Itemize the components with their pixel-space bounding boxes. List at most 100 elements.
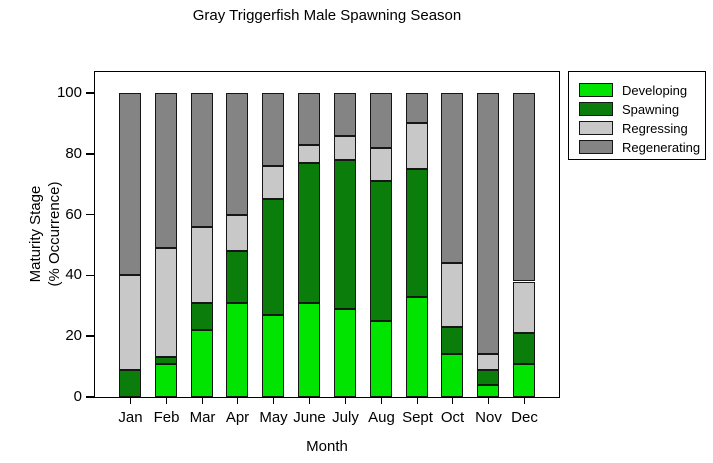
bar-may-regenerating bbox=[262, 93, 284, 166]
bar-oct-spawning bbox=[441, 327, 463, 355]
bar-nov-regenerating bbox=[477, 93, 499, 355]
bar-sept-regressing bbox=[406, 123, 428, 169]
x-tick-label-oct: Oct bbox=[440, 408, 465, 426]
bar-oct-regenerating bbox=[441, 93, 463, 264]
x-tick-label-nov: Nov bbox=[475, 408, 502, 426]
bar-may-developing bbox=[262, 314, 284, 397]
x-tick-aug bbox=[380, 397, 383, 404]
legend-item-regressing: Regressing bbox=[579, 119, 705, 137]
chart-title: Gray Triggerfish Male Spawning Season bbox=[192, 7, 462, 24]
bar-feb-regressing bbox=[155, 248, 177, 358]
y-tick-100 bbox=[86, 92, 94, 94]
bar-jan-regenerating bbox=[119, 93, 141, 276]
legend-item-spawning: Spawning bbox=[579, 100, 705, 118]
y-tick-label-60: 60 bbox=[65, 205, 82, 223]
x-tick-nov bbox=[487, 397, 490, 404]
bar-aug-spawning bbox=[370, 181, 392, 321]
bar-apr-regenerating bbox=[226, 93, 248, 215]
legend-label-developing: Developing bbox=[622, 82, 688, 98]
bar-oct-developing bbox=[441, 354, 463, 397]
x-tick-label-apr: Apr bbox=[225, 408, 250, 426]
legend-item-regenerating: Regenerating bbox=[579, 138, 705, 156]
x-tick-june bbox=[308, 397, 311, 404]
y-tick-60 bbox=[86, 213, 94, 216]
bar-sept-spawning bbox=[406, 169, 428, 297]
bar-nov-regressing bbox=[477, 354, 499, 370]
bar-aug-regressing bbox=[370, 147, 392, 182]
bar-mar-regressing bbox=[191, 226, 213, 303]
bar-nov-developing bbox=[477, 384, 499, 397]
bar-apr-regressing bbox=[226, 214, 248, 252]
bar-jan-spawning bbox=[119, 369, 141, 397]
bar-sept-regenerating bbox=[406, 93, 428, 124]
bar-mar-regenerating bbox=[191, 93, 213, 227]
bar-feb-spawning bbox=[155, 357, 177, 364]
y-tick-40 bbox=[86, 274, 94, 277]
bar-june-spawning bbox=[298, 162, 320, 303]
x-tick-label-dec: Dec bbox=[511, 408, 538, 426]
x-tick-label-may: May bbox=[259, 408, 288, 426]
bar-may-spawning bbox=[262, 199, 284, 315]
legend-swatch-spawning bbox=[579, 102, 613, 116]
x-axis-title: Month bbox=[306, 438, 348, 455]
x-tick-jan bbox=[129, 397, 132, 404]
bar-sept-developing bbox=[406, 296, 428, 397]
x-tick-label-july: July bbox=[332, 408, 359, 426]
legend-label-spawning: Spawning bbox=[622, 101, 680, 117]
x-tick-label-aug: Aug bbox=[368, 408, 395, 426]
x-tick-apr bbox=[236, 397, 239, 404]
y-tick-label-80: 80 bbox=[65, 144, 82, 162]
x-tick-label-mar: Mar bbox=[189, 408, 216, 426]
x-tick-july bbox=[344, 397, 347, 404]
bar-july-regenerating bbox=[334, 93, 356, 136]
bar-july-regressing bbox=[334, 135, 356, 160]
legend-label-regenerating: Regenerating bbox=[622, 139, 701, 155]
y-tick-80 bbox=[86, 153, 94, 155]
y-tick-label-100: 100 bbox=[56, 84, 82, 101]
x-tick-label-sept: Sept bbox=[402, 408, 433, 426]
bar-aug-regenerating bbox=[370, 93, 392, 148]
x-tick-feb bbox=[165, 397, 168, 404]
bar-dec-regenerating bbox=[513, 93, 535, 282]
y-tick-label-20: 20 bbox=[65, 327, 82, 345]
x-tick-dec bbox=[523, 397, 526, 404]
y-tick-label-0: 0 bbox=[73, 388, 82, 405]
bar-june-regressing bbox=[298, 144, 320, 163]
bar-oct-regressing bbox=[441, 263, 463, 328]
legend: Developing Spawning Regressing Regenerating bbox=[568, 71, 706, 160]
bar-dec-developing bbox=[513, 363, 535, 397]
bar-may-regressing bbox=[262, 165, 284, 200]
x-tick-mar bbox=[201, 397, 204, 404]
x-tick-label-feb: Feb bbox=[153, 408, 180, 426]
bar-aug-developing bbox=[370, 321, 392, 397]
bar-apr-spawning bbox=[226, 251, 248, 303]
bar-july-developing bbox=[334, 308, 356, 397]
x-tick-may bbox=[272, 397, 275, 404]
legend-swatch-regenerating bbox=[579, 140, 613, 154]
bar-july-spawning bbox=[334, 159, 356, 309]
plot-area bbox=[94, 71, 560, 398]
bar-june-regenerating bbox=[298, 93, 320, 145]
bar-dec-regressing bbox=[513, 281, 535, 334]
bar-june-developing bbox=[298, 302, 320, 397]
bar-feb-regenerating bbox=[155, 93, 177, 249]
bar-feb-developing bbox=[155, 363, 177, 397]
x-tick-label-jan: Jan bbox=[118, 408, 143, 426]
x-tick-oct bbox=[451, 397, 454, 404]
bar-jan-regressing bbox=[119, 275, 141, 370]
y-tick-0 bbox=[86, 396, 94, 398]
legend-swatch-regressing bbox=[579, 121, 613, 135]
bar-nov-spawning bbox=[477, 369, 499, 385]
y-tick-20 bbox=[86, 335, 94, 337]
legend-label-regressing: Regressing bbox=[622, 120, 688, 136]
bar-dec-spawning bbox=[513, 333, 535, 364]
bar-apr-developing bbox=[226, 302, 248, 397]
x-tick-label-june: June bbox=[293, 408, 326, 426]
y-tick-label-40: 40 bbox=[65, 266, 82, 284]
legend-item-developing: Developing bbox=[579, 81, 705, 99]
bar-mar-developing bbox=[191, 330, 213, 397]
x-tick-sept bbox=[416, 397, 419, 404]
legend-swatch-developing bbox=[579, 83, 613, 97]
bar-mar-spawning bbox=[191, 302, 213, 331]
